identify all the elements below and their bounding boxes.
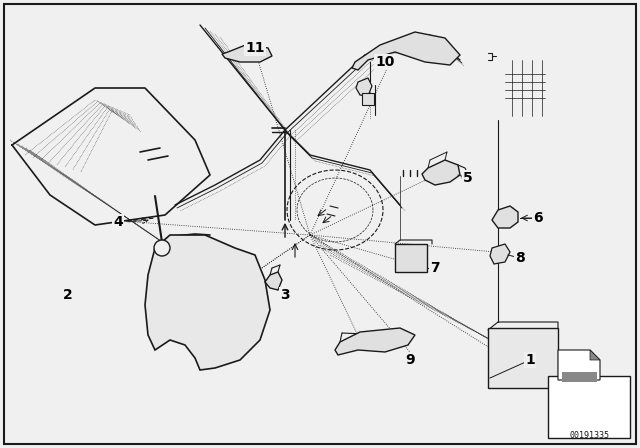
Polygon shape <box>352 32 460 70</box>
Text: 10: 10 <box>375 55 395 69</box>
Polygon shape <box>590 350 600 360</box>
Text: 11: 11 <box>245 41 265 55</box>
Bar <box>562 372 597 382</box>
Text: 9: 9 <box>405 353 415 367</box>
Text: 2: 2 <box>63 288 73 302</box>
Text: 00191335: 00191335 <box>569 431 609 439</box>
Text: 6: 6 <box>533 211 543 225</box>
Polygon shape <box>145 235 270 370</box>
Circle shape <box>154 240 170 256</box>
Text: 1: 1 <box>525 353 535 367</box>
Polygon shape <box>492 206 518 228</box>
Bar <box>548 376 630 438</box>
Text: 4: 4 <box>113 215 123 229</box>
Polygon shape <box>335 328 415 355</box>
Polygon shape <box>422 160 460 185</box>
Bar <box>362 93 374 105</box>
Text: 7: 7 <box>430 261 440 275</box>
Text: 8: 8 <box>515 251 525 265</box>
Bar <box>488 328 558 388</box>
Polygon shape <box>356 78 372 96</box>
Polygon shape <box>490 244 510 264</box>
Bar <box>395 244 427 272</box>
Polygon shape <box>265 272 282 290</box>
Polygon shape <box>222 44 272 62</box>
Polygon shape <box>558 350 600 380</box>
Text: 3: 3 <box>280 288 290 302</box>
Text: 5: 5 <box>463 171 473 185</box>
